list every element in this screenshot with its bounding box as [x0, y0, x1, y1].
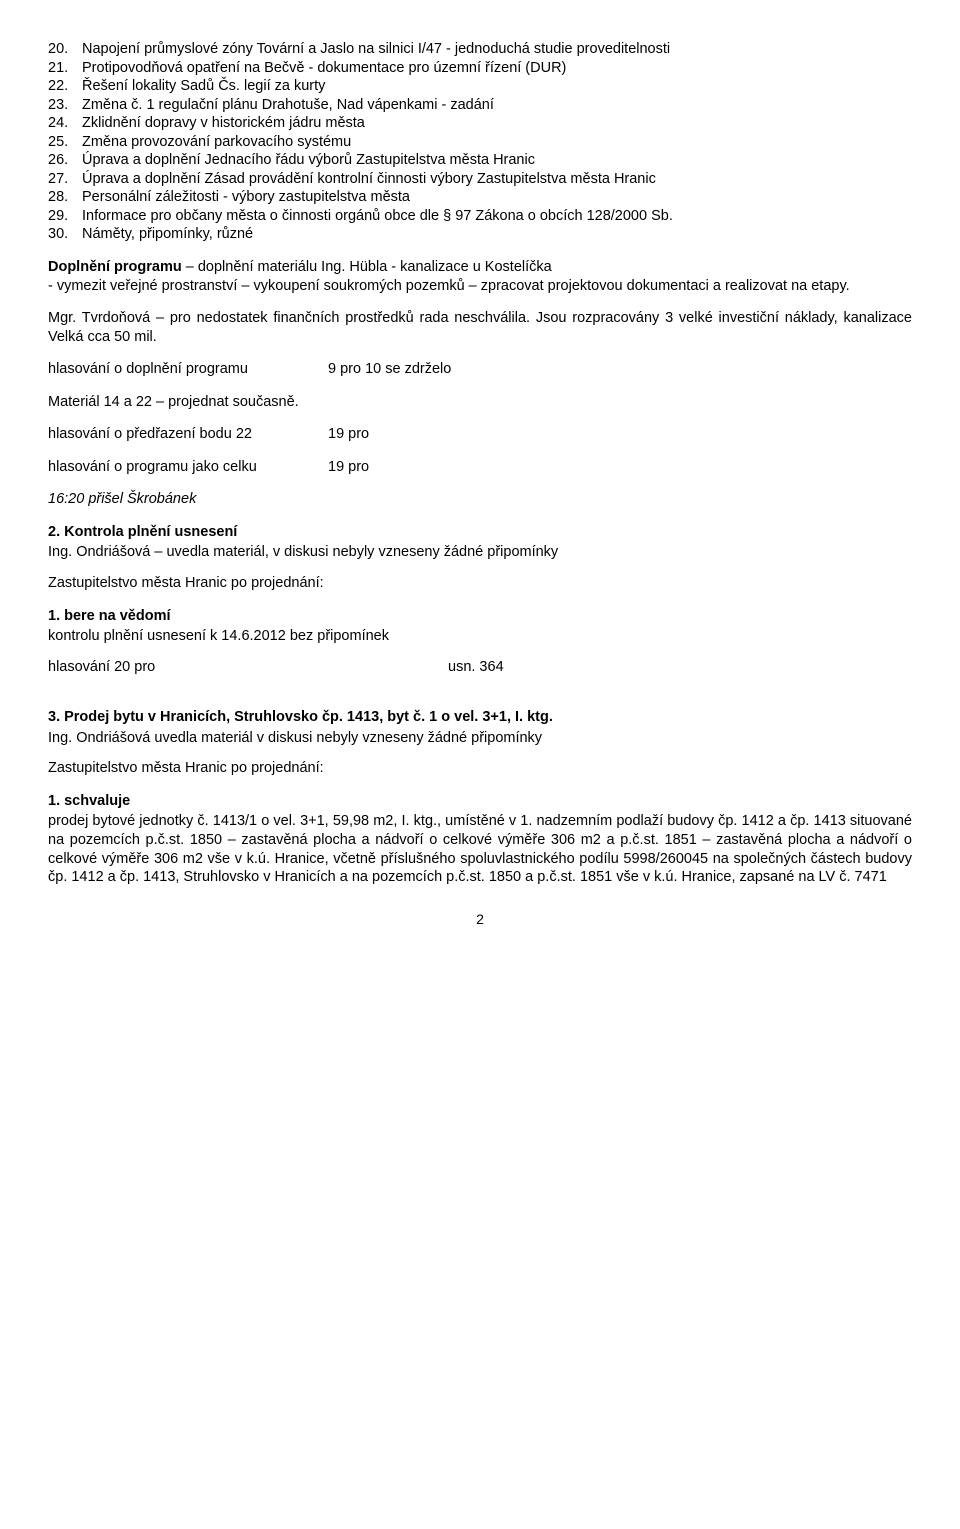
list-text: Úprava a doplnění Jednacího řádu výborů … — [82, 151, 912, 170]
list-item: 30.Náměty, připomínky, různé — [48, 225, 912, 244]
list-text: Zklidnění dopravy v historickém jádru mě… — [82, 114, 912, 133]
addendum-rest: – doplnění materiálu Ing. Hübla - kanali… — [182, 259, 552, 275]
vote-row: hlasování 20 pro usn. 364 — [48, 658, 912, 677]
section-3-heading: 3. Prodej bytu v Hranicích, Struhlovsko … — [48, 708, 912, 727]
list-item: 25.Změna provozování parkovacího systému — [48, 133, 912, 152]
list-number: 20. — [48, 40, 82, 59]
list-item: 20.Napojení průmyslové zóny Tovární a Ja… — [48, 40, 912, 59]
list-number: 30. — [48, 225, 82, 244]
mgr-paragraph: Mgr. Tvrdoňová – pro nedostatek finanční… — [48, 309, 912, 346]
vote-label: hlasování 20 pro — [48, 658, 448, 677]
section-3-sub-bold: 1. schvaluje — [48, 792, 912, 811]
list-number: 24. — [48, 114, 82, 133]
list-item: 22.Řešení lokality Sadů Čs. legií za kur… — [48, 77, 912, 96]
numbered-list: 20.Napojení průmyslové zóny Tovární a Ja… — [48, 40, 912, 244]
vote-label: hlasování o doplnění programu — [48, 360, 328, 379]
addendum-paragraph: Doplnění programu – doplnění materiálu I… — [48, 258, 912, 295]
list-text: Náměty, připomínky, různé — [82, 225, 912, 244]
list-number: 25. — [48, 133, 82, 152]
section-3-intro: Ing. Ondriášová uvedla materiál v diskus… — [48, 729, 912, 748]
list-number: 21. — [48, 59, 82, 78]
vote-row: hlasování o předřazení bodu 22 19 pro — [48, 425, 912, 444]
addendum-bold: Doplnění programu — [48, 259, 182, 275]
list-item: 27.Úprava a doplnění Zásad provádění kon… — [48, 170, 912, 189]
vote-row: hlasování o doplnění programu 9 pro 10 s… — [48, 360, 912, 379]
list-item: 24.Zklidnění dopravy v historickém jádru… — [48, 114, 912, 133]
section-2-after: Zastupitelstvo města Hranic po projednán… — [48, 574, 912, 593]
vote-result: 9 pro 10 se zdrželo — [328, 360, 451, 379]
vote-label: hlasování o programu jako celku — [48, 458, 328, 477]
addendum-line2: - vymezit veřejné prostranství – vykoupe… — [48, 278, 850, 294]
section-2-heading: 2. Kontrola plnění usnesení — [48, 523, 912, 542]
vote-label: hlasování o předřazení bodu 22 — [48, 425, 328, 444]
vote-result: 19 pro — [328, 425, 369, 444]
list-text: Napojení průmyslové zóny Tovární a Jaslo… — [82, 40, 912, 59]
list-text: Úprava a doplnění Zásad provádění kontro… — [82, 170, 912, 189]
list-item: 26.Úprava a doplnění Jednacího řádu výbo… — [48, 151, 912, 170]
section-3-after: Zastupitelstvo města Hranic po projednán… — [48, 759, 912, 778]
list-text: Řešení lokality Sadů Čs. legií za kurty — [82, 77, 912, 96]
vote-usn: usn. 364 — [448, 658, 504, 677]
list-number: 23. — [48, 96, 82, 115]
list-number: 29. — [48, 207, 82, 226]
list-number: 26. — [48, 151, 82, 170]
list-text: Změna č. 1 regulační plánu Drahotuše, Na… — [82, 96, 912, 115]
arrival-note: 16:20 přišel Škrobánek — [48, 490, 912, 509]
vote-result: 19 pro — [328, 458, 369, 477]
list-text: Personální záležitosti - výbory zastupit… — [82, 188, 912, 207]
list-text: Protipovodňová opatření na Bečvě - dokum… — [82, 59, 912, 78]
list-item: 28.Personální záležitosti - výbory zastu… — [48, 188, 912, 207]
list-number: 28. — [48, 188, 82, 207]
list-number: 27. — [48, 170, 82, 189]
section-2-intro: Ing. Ondriášová – uvedla materiál, v dis… — [48, 543, 912, 562]
page-number: 2 — [48, 911, 912, 929]
vote-row: hlasování o programu jako celku 19 pro — [48, 458, 912, 477]
list-text: Informace pro občany města o činnosti or… — [82, 207, 912, 226]
list-item: 21.Protipovodňová opatření na Bečvě - do… — [48, 59, 912, 78]
list-number: 22. — [48, 77, 82, 96]
list-text: Změna provozování parkovacího systému — [82, 133, 912, 152]
section-2-sub-bold: 1. bere na vědomí — [48, 607, 912, 626]
material-note: Materiál 14 a 22 – projednat současně. — [48, 393, 912, 412]
list-item: 29.Informace pro občany města o činnosti… — [48, 207, 912, 226]
list-item: 23.Změna č. 1 regulační plánu Drahotuše,… — [48, 96, 912, 115]
section-2-sub-text: kontrolu plnění usnesení k 14.6.2012 bez… — [48, 627, 912, 646]
section-3-body: prodej bytové jednotky č. 1413/1 o vel. … — [48, 812, 912, 886]
